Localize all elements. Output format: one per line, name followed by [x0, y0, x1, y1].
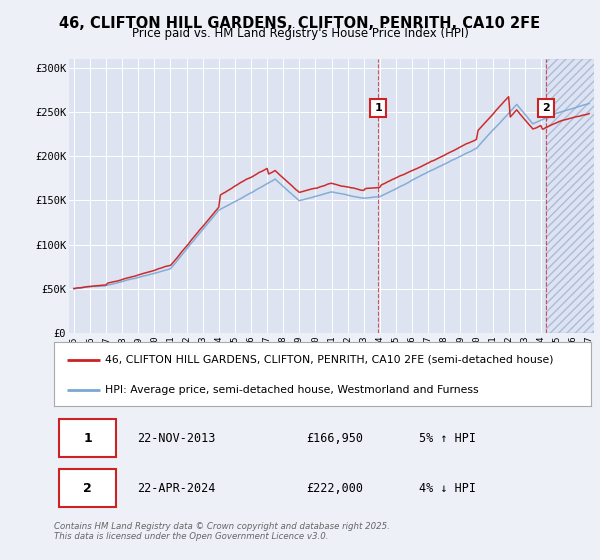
Text: 46, CLIFTON HILL GARDENS, CLIFTON, PENRITH, CA10 2FE (semi-detached house): 46, CLIFTON HILL GARDENS, CLIFTON, PENRI…: [105, 354, 554, 365]
Text: Contains HM Land Registry data © Crown copyright and database right 2025.
This d: Contains HM Land Registry data © Crown c…: [54, 522, 390, 542]
Text: 22-APR-2024: 22-APR-2024: [137, 482, 215, 494]
Bar: [546, 59, 597, 333]
Text: 46, CLIFTON HILL GARDENS, CLIFTON, PENRITH, CA10 2FE: 46, CLIFTON HILL GARDENS, CLIFTON, PENRI…: [59, 16, 541, 31]
Text: Price paid vs. HM Land Registry's House Price Index (HPI): Price paid vs. HM Land Registry's House …: [131, 27, 469, 40]
Text: 2: 2: [83, 482, 92, 494]
Text: 5% ↑ HPI: 5% ↑ HPI: [419, 432, 476, 445]
Text: HPI: Average price, semi-detached house, Westmorland and Furness: HPI: Average price, semi-detached house,…: [105, 385, 479, 395]
FancyBboxPatch shape: [59, 419, 116, 457]
Text: £222,000: £222,000: [307, 482, 364, 494]
Text: 4% ↓ HPI: 4% ↓ HPI: [419, 482, 476, 494]
Text: £166,950: £166,950: [307, 432, 364, 445]
Text: 1: 1: [374, 103, 382, 113]
FancyBboxPatch shape: [59, 469, 116, 507]
Text: 22-NOV-2013: 22-NOV-2013: [137, 432, 215, 445]
Text: 1: 1: [83, 432, 92, 445]
Text: 2: 2: [542, 103, 550, 113]
